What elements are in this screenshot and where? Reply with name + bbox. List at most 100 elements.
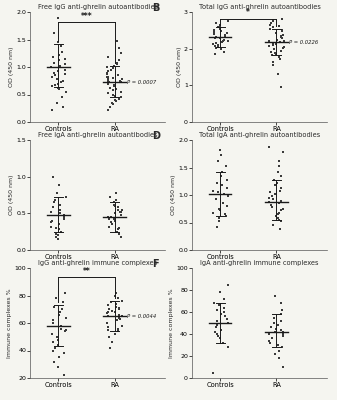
Title: Total IgA anti-ghrelin autoantibodies: Total IgA anti-ghrelin autoantibodies — [199, 132, 320, 138]
Point — [212, 42, 217, 49]
Point — [278, 207, 283, 214]
Point — [215, 44, 220, 50]
Point — [224, 176, 229, 183]
Point — [214, 331, 219, 337]
Point — [225, 38, 230, 44]
Point — [118, 212, 123, 218]
Point — [50, 331, 55, 337]
Point — [270, 193, 275, 199]
Point — [273, 213, 278, 219]
Point — [104, 310, 110, 316]
Point — [279, 326, 284, 333]
Point — [279, 28, 285, 34]
Point — [51, 320, 56, 326]
Point — [63, 61, 68, 68]
Point — [224, 30, 229, 36]
Point — [118, 88, 124, 95]
Point — [220, 169, 225, 175]
Point — [223, 163, 228, 170]
Point — [108, 104, 113, 110]
Point — [119, 234, 124, 240]
Point — [105, 324, 111, 330]
Point — [62, 328, 67, 334]
Title: Free IgG anti-ghrelin autoantibodies: Free IgG anti-ghrelin autoantibodies — [38, 4, 158, 10]
Point — [272, 46, 277, 52]
Point — [115, 61, 120, 68]
Point — [280, 32, 285, 38]
Point — [277, 187, 282, 194]
Point — [112, 218, 117, 224]
Point — [275, 71, 280, 78]
Point — [277, 355, 282, 362]
Point — [57, 309, 62, 315]
Point — [108, 85, 113, 91]
Point — [280, 206, 286, 212]
Point — [50, 54, 55, 60]
Point — [60, 299, 65, 306]
Point — [278, 34, 283, 40]
Point — [277, 200, 282, 206]
Point — [108, 214, 114, 220]
Point — [56, 226, 62, 233]
Point — [116, 226, 121, 233]
Point — [277, 216, 282, 223]
Point — [112, 92, 118, 99]
Point — [56, 52, 61, 58]
Point — [109, 221, 115, 228]
Point — [271, 176, 277, 183]
Point — [117, 312, 122, 318]
Point — [105, 54, 111, 60]
Point — [112, 201, 117, 208]
Point — [280, 26, 285, 33]
Point — [270, 196, 275, 203]
Point — [105, 70, 110, 77]
Text: P = 0.0007: P = 0.0007 — [127, 80, 156, 85]
Point — [56, 236, 61, 242]
Point — [48, 223, 54, 230]
Point — [120, 298, 125, 304]
Point — [210, 41, 216, 48]
Point — [57, 312, 62, 318]
Point — [60, 48, 65, 55]
Y-axis label: Immune complexes %: Immune complexes % — [7, 288, 12, 358]
Point — [213, 45, 219, 51]
Point — [111, 199, 117, 206]
Point — [106, 334, 112, 340]
Point — [105, 80, 111, 87]
Text: D: D — [152, 131, 160, 141]
Point — [224, 315, 230, 322]
Point — [112, 292, 118, 299]
Point — [225, 193, 231, 199]
Point — [112, 82, 117, 88]
Point — [270, 40, 276, 46]
Point — [271, 17, 276, 23]
Point — [213, 324, 219, 330]
Text: B: B — [152, 3, 159, 13]
Point — [55, 336, 60, 343]
Point — [111, 91, 116, 98]
Point — [268, 25, 273, 32]
Point — [56, 221, 62, 228]
Point — [279, 33, 284, 39]
Point — [281, 38, 286, 44]
Point — [280, 149, 286, 155]
Point — [51, 317, 56, 324]
Point — [105, 327, 111, 333]
Point — [218, 311, 223, 318]
Point — [270, 52, 275, 58]
Point — [56, 86, 62, 92]
Point — [271, 314, 277, 321]
Point — [221, 309, 226, 315]
Point — [279, 344, 284, 350]
Point — [61, 216, 67, 222]
Point — [49, 74, 54, 80]
Point — [55, 100, 60, 106]
Point — [54, 295, 59, 302]
Point — [216, 24, 221, 30]
Point — [48, 219, 54, 225]
Point — [58, 325, 64, 332]
Point — [278, 47, 283, 54]
Point — [279, 35, 284, 42]
Point — [105, 320, 110, 326]
Point — [117, 57, 122, 64]
